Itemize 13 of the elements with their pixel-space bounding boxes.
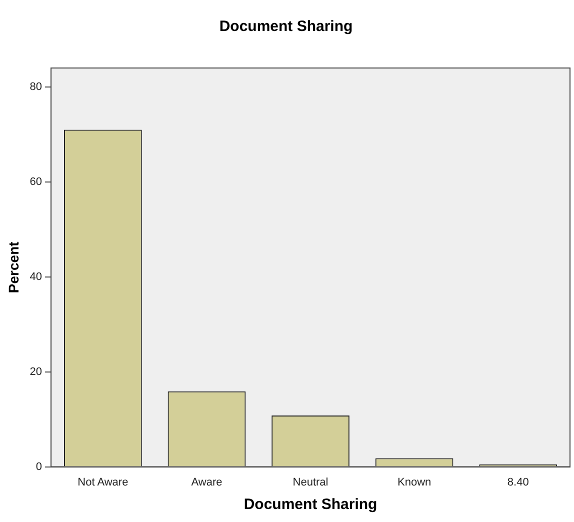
x-tick-label: Aware — [191, 476, 222, 488]
x-axis-title: Document Sharing — [244, 496, 378, 514]
y-tick-label: 40 — [30, 270, 42, 283]
y-tick-label: 60 — [30, 176, 42, 188]
y-tick-label: 20 — [30, 366, 42, 378]
x-tick-label: Not Aware — [78, 476, 128, 488]
y-tick-label: 80 — [30, 81, 42, 94]
x-tick-label: Known — [397, 476, 432, 488]
x-tick-label: Neutral — [292, 476, 328, 488]
y-axis-title: Percent — [5, 241, 22, 294]
chart-title: Document Sharing — [219, 18, 353, 36]
y-tick-label: 0 — [36, 460, 42, 473]
x-tick-label: 8.40 — [507, 476, 529, 488]
